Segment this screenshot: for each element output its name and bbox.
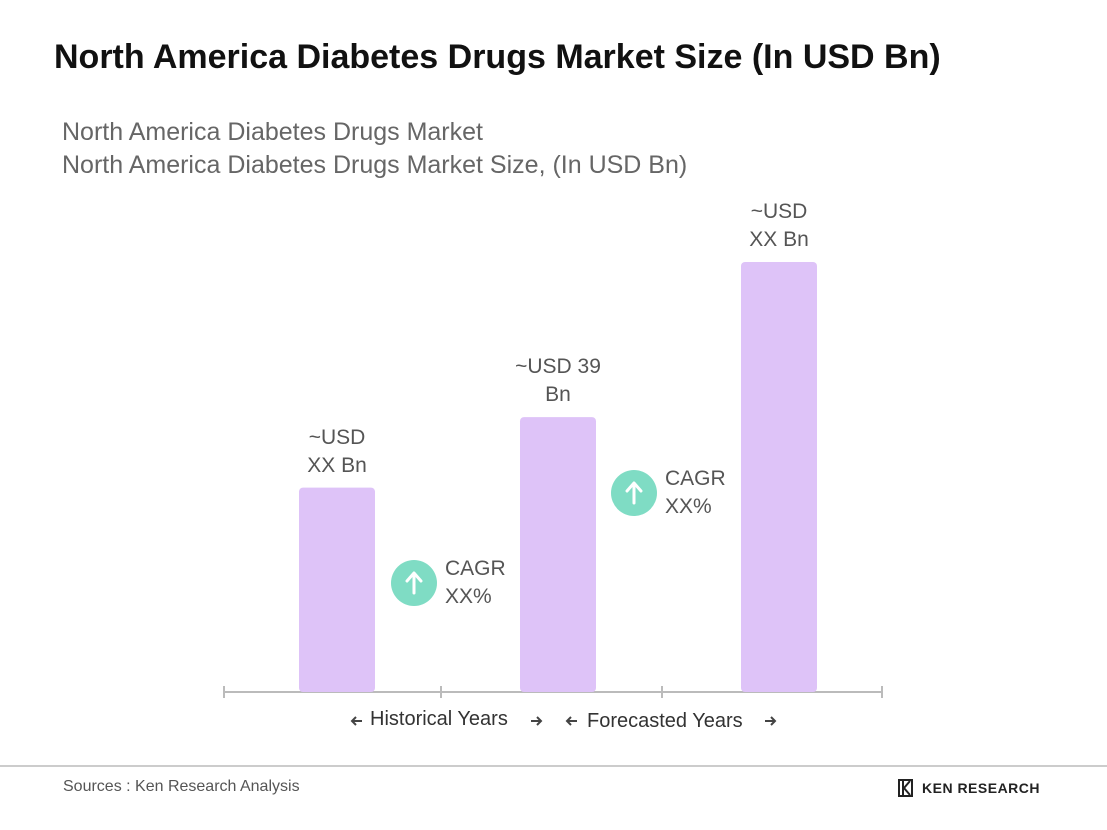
value-label: ~USD 39 Bn <box>515 355 601 407</box>
chart-title: North America Diabetes Drugs Market Size… <box>54 38 941 76</box>
bar <box>520 417 596 692</box>
period-label: Historical Years <box>370 708 508 730</box>
subtitle: North America Diabetes Drugs Market Size… <box>62 151 688 179</box>
cagr-arrow <box>405 571 423 595</box>
bar <box>741 262 817 692</box>
value-label: ~USD XX Bn <box>749 200 809 251</box>
period-arrows <box>350 716 777 726</box>
cagr-arrow <box>625 481 643 505</box>
cagr-label: CAGR XX% <box>445 557 506 608</box>
period-label: Forecasted Years <box>587 710 743 732</box>
source: Sources : Ken Research Analysis <box>63 778 300 795</box>
brand-logo <box>898 779 913 797</box>
brand: KEN RESEARCH <box>922 780 1041 796</box>
cagr-label: CAGR XX% <box>665 467 726 518</box>
value-label: ~USD XX Bn <box>307 425 367 477</box>
bar <box>299 487 375 692</box>
subtitle: North America Diabetes Drugs Market <box>62 118 483 146</box>
